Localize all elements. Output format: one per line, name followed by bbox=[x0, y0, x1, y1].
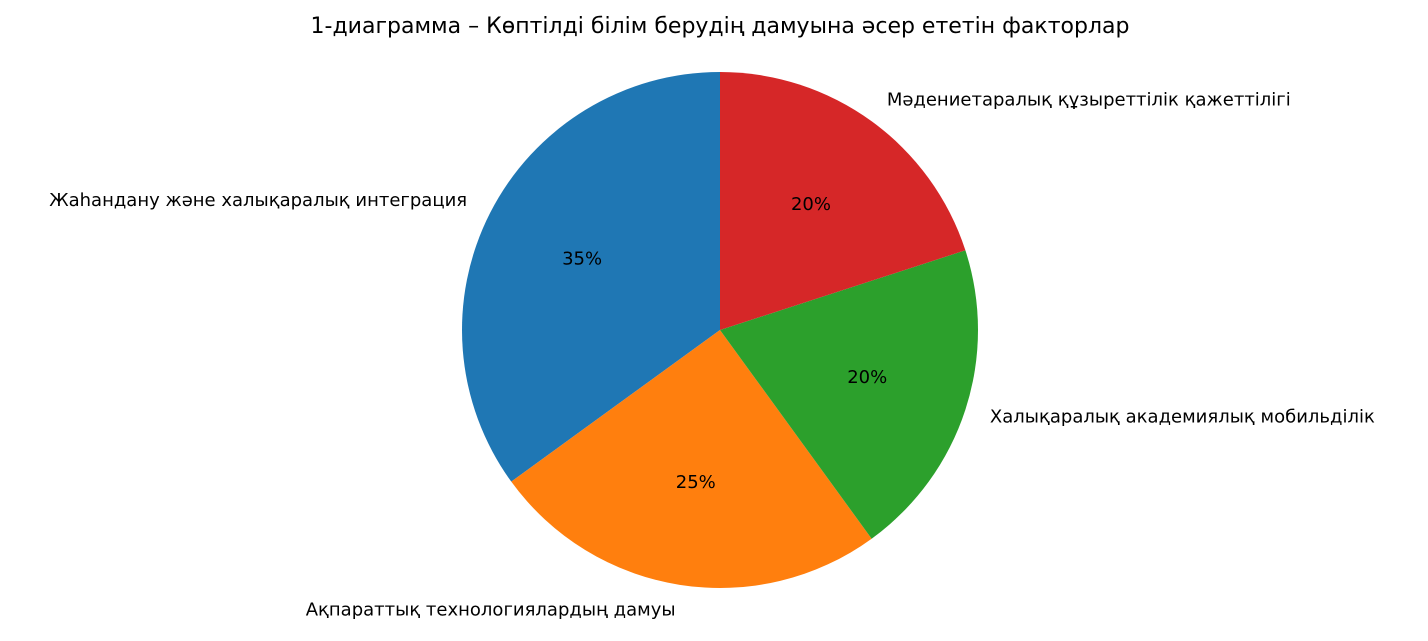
value-label: 35% bbox=[562, 249, 602, 270]
pie-slice bbox=[720, 72, 966, 330]
value-label: 20% bbox=[847, 367, 887, 388]
slice-label: Жаһандану және халықаралық интеграция bbox=[49, 190, 467, 211]
value-label: 20% bbox=[791, 194, 831, 215]
pie-slice bbox=[462, 72, 720, 482]
slice-label: Мәдениетаралық құзыреттілік қажеттілігі bbox=[887, 89, 1291, 110]
slice-label: Ақпараттық технологиялардың дамуы bbox=[306, 599, 676, 620]
pie-slice bbox=[511, 330, 872, 588]
value-label: 25% bbox=[676, 472, 716, 493]
slice-label: Халықаралық академиялық мобильділік bbox=[990, 407, 1375, 428]
pie-slice bbox=[720, 250, 978, 539]
chart-title: 1-диаграмма – Көптілді білім берудің дам… bbox=[311, 14, 1130, 39]
